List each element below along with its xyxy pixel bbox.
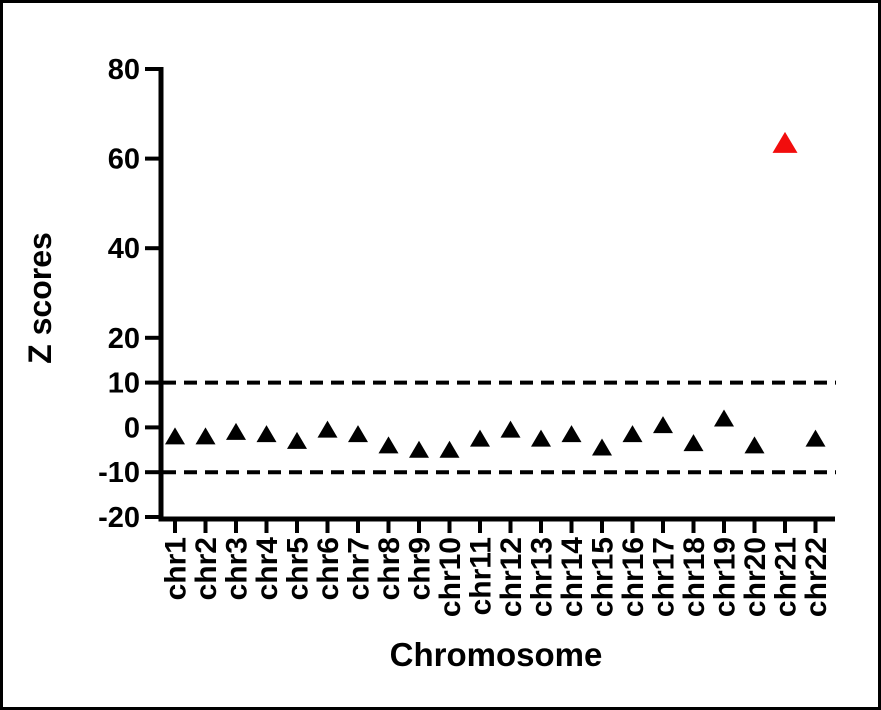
data-point-chr4 — [256, 425, 277, 443]
y-tick-label-40: 40 — [108, 233, 140, 265]
data-point-chr21 — [772, 131, 798, 153]
y-axis-title: Z scores — [22, 232, 58, 364]
x-tick-label-chr3: chr3 — [221, 537, 254, 600]
x-tick-label-chr20: chr20 — [739, 537, 772, 617]
x-tick-label-chr8: chr8 — [373, 537, 406, 600]
data-point-chr13 — [531, 429, 551, 447]
x-tick-label-chr18: chr18 — [678, 537, 711, 617]
y-tick-label-80: 80 — [108, 54, 140, 86]
x-tick-label-chr2: chr2 — [190, 537, 223, 600]
x-tick-label-chr17: chr17 — [648, 537, 681, 617]
x-tick-label-chr13: chr13 — [526, 537, 559, 617]
x-tick-label-chr16: chr16 — [617, 537, 650, 617]
data-point-chr15 — [592, 438, 612, 456]
x-tick-label-chr19: chr19 — [709, 537, 742, 617]
x-tick-label-chr14: chr14 — [556, 537, 589, 617]
data-point-chr12 — [500, 420, 521, 438]
y-tick-label-0: 0 — [124, 412, 140, 444]
data-point-chr20 — [744, 436, 765, 454]
data-point-chr8 — [378, 436, 399, 454]
data-point-chr19 — [714, 409, 734, 427]
x-tick-label-chr21: chr21 — [770, 537, 803, 617]
x-tick-label-chr15: chr15 — [587, 537, 620, 617]
x-tick-label-chr9: chr9 — [404, 537, 437, 600]
x-tick-label-chr22: chr22 — [800, 537, 833, 617]
data-point-chr6 — [317, 420, 338, 438]
data-point-chr7 — [348, 425, 368, 443]
data-point-chr17 — [653, 416, 673, 434]
y-tick-label--10: -10 — [98, 457, 140, 489]
x-axis-title: Chromosome — [390, 636, 603, 673]
data-point-chr9 — [409, 440, 429, 458]
data-point-chr22 — [805, 429, 826, 447]
data-point-chr16 — [622, 425, 643, 443]
x-tick-label-chr12: chr12 — [495, 537, 528, 617]
y-tick-label--20: -20 — [98, 502, 140, 534]
scatter-plot: 80604020100-10-20chr1chr2chr3chr4chr5chr… — [22, 54, 836, 673]
data-point-chr1 — [165, 427, 185, 445]
data-point-chr18 — [683, 434, 704, 452]
data-point-chr5 — [287, 431, 307, 449]
x-tick-label-chr6: chr6 — [312, 537, 345, 600]
x-tick-label-chr1: chr1 — [160, 537, 193, 600]
x-tick-label-chr5: chr5 — [282, 537, 315, 600]
x-tick-label-chr7: chr7 — [343, 537, 376, 600]
y-tick-label-20: 20 — [108, 323, 140, 355]
y-tick-label-60: 60 — [108, 144, 140, 176]
x-tick-label-chr4: chr4 — [251, 537, 284, 601]
data-point-chr14 — [561, 425, 582, 443]
x-tick-label-chr11: chr11 — [465, 537, 498, 615]
x-tick-label-chr10: chr10 — [434, 537, 467, 617]
data-point-chr11 — [470, 429, 490, 447]
data-point-chr3 — [226, 422, 246, 440]
data-point-chr10 — [439, 440, 460, 458]
y-tick-label-10: 10 — [108, 368, 140, 400]
data-point-chr2 — [195, 427, 216, 445]
